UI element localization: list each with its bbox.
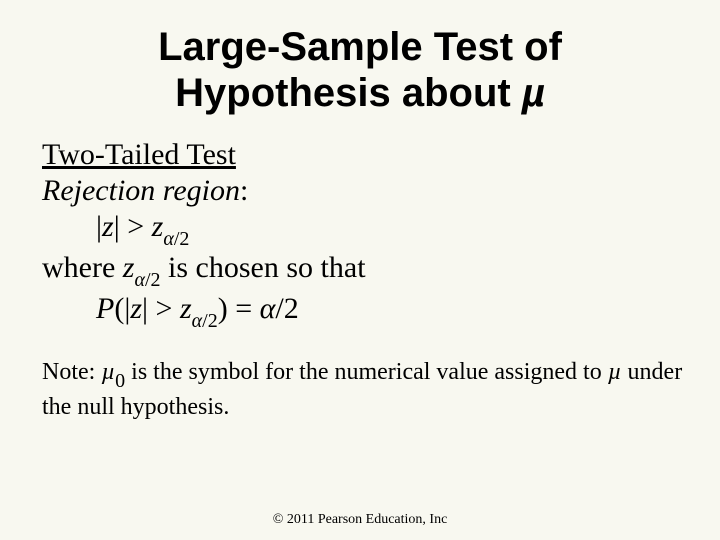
title-line-1: Large-Sample Test of — [158, 25, 562, 69]
note-mu2: µ — [608, 359, 622, 385]
P: P — [96, 292, 114, 325]
over2-1: /2 — [174, 228, 190, 250]
title-line-2: Hypothesis about — [175, 71, 522, 115]
rejection-text: Rejection region — [42, 174, 240, 207]
rejection-colon: : — [240, 174, 248, 207]
alpha-4: α — [260, 292, 276, 325]
section-heading: Two-Tailed Test — [42, 138, 684, 172]
over2-4: /2 — [275, 292, 298, 325]
probability-line: P(|z| > zα/2) = α/2 — [96, 292, 684, 331]
sub-alpha-over-2-b: α/2 — [134, 269, 160, 291]
note-mu: µ — [101, 359, 115, 385]
abs-z: |z| — [96, 210, 120, 243]
z-crit: z — [152, 210, 164, 243]
note-sub0: 0 — [115, 370, 125, 392]
copyright: © 2011 Pearson Education, Inc — [0, 512, 720, 528]
alpha-1: α — [163, 228, 174, 250]
slide-title: Large-Sample Test of Hypothesis about µ — [36, 24, 684, 116]
over2-2: /2 — [145, 269, 161, 291]
slide: Large-Sample Test of Hypothesis about µ … — [0, 0, 720, 540]
note-mid: is the symbol for the numerical value as… — [125, 359, 608, 385]
over2-3: /2 — [202, 310, 218, 332]
p-z1: z — [130, 292, 142, 325]
z-crit-2: z — [123, 251, 135, 284]
p-open: (| — [114, 292, 130, 325]
p-mid: | > — [142, 292, 180, 325]
note-pre: Note: — [42, 359, 101, 385]
sub-alpha-over-2: α/2 — [163, 228, 189, 250]
rejection-formula: |z| > zα/2 — [96, 210, 684, 249]
rejection-region-label: Rejection region: — [42, 174, 684, 208]
sub-alpha-over-2-c: α/2 — [192, 310, 218, 332]
where-pre: where — [42, 251, 123, 284]
z-var: z — [102, 210, 114, 243]
p-close: ) = — [218, 292, 260, 325]
where-line: where zα/2 is chosen so that — [42, 251, 684, 290]
title-mu: µ — [522, 71, 545, 115]
where-post: is chosen so that — [161, 251, 366, 284]
p-z2: z — [180, 292, 192, 325]
footnote: Note: µ0 is the symbol for the numerical… — [42, 357, 684, 422]
alpha-3: α — [192, 310, 203, 332]
gt: > — [120, 210, 152, 243]
alpha-2: α — [134, 269, 145, 291]
